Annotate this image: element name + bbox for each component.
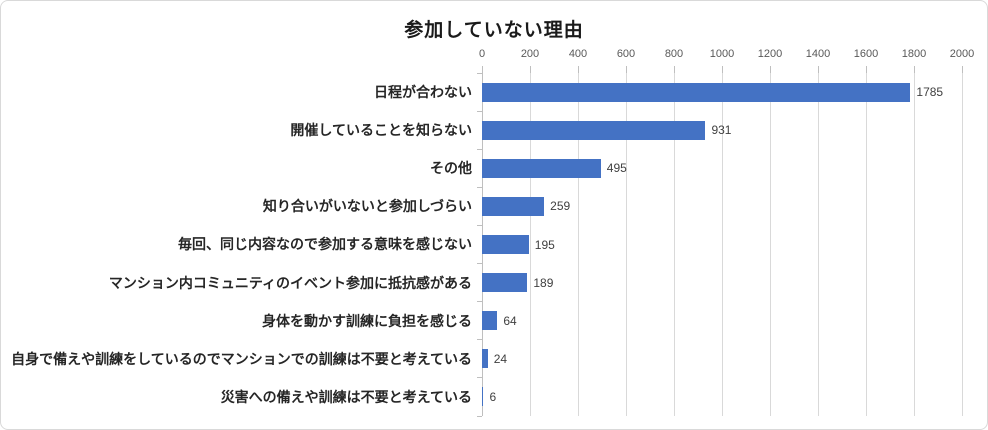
gridline <box>913 73 915 416</box>
value-label: 1785 <box>916 85 944 100</box>
category-label: マンション内コミュニティのイベント参加に抵抗感がある <box>108 274 472 291</box>
x-axis-tick-label: 1200 <box>757 48 783 60</box>
gridline <box>865 73 867 416</box>
category-label: 身体を動かす訓練に負担を感じる <box>262 312 472 329</box>
category-label: 日程が合わない <box>374 84 472 101</box>
gridline <box>673 73 675 416</box>
category-label: その他 <box>430 160 472 177</box>
bar <box>482 120 706 140</box>
value-label: 24 <box>493 351 508 366</box>
bar <box>482 82 911 102</box>
category-label: 自身で備えや訓練をしているのでマンションでの訓練は不要と考えている <box>11 350 472 367</box>
gridline <box>721 73 723 416</box>
gridline <box>961 73 963 416</box>
x-axis-tick-label: 400 <box>568 48 588 60</box>
category-axis-tick-mark <box>477 263 482 265</box>
value-label: 189 <box>533 275 554 290</box>
bar <box>482 158 601 178</box>
category-axis-tick-mark <box>477 148 482 150</box>
x-axis-tick-mark <box>865 66 867 73</box>
category-axis-tick-mark <box>477 110 482 112</box>
category-axis-tick-mark <box>477 186 482 188</box>
bar <box>482 349 488 369</box>
x-axis-tick-mark <box>913 66 915 73</box>
category-axis-tick-mark <box>477 339 482 341</box>
value-label: 6 <box>489 389 497 404</box>
x-axis-tick-mark <box>673 66 675 73</box>
x-axis-tick-mark <box>577 66 579 73</box>
x-axis-tick-mark <box>769 66 771 73</box>
x-axis-tick-label: 600 <box>616 48 636 60</box>
chart-title: 参加していない理由 <box>404 20 584 41</box>
gridline <box>529 73 531 416</box>
category-axis-tick-mark <box>477 301 482 303</box>
bar <box>482 196 545 216</box>
gridline <box>769 73 771 416</box>
x-axis-tick-label: 800 <box>664 48 684 60</box>
gridline <box>817 73 819 416</box>
value-label: 931 <box>711 123 732 138</box>
category-axis-tick-mark <box>477 224 482 226</box>
x-axis-tick-mark <box>625 66 627 73</box>
gridline <box>577 73 579 416</box>
category-label: 知り合いがいないと参加しづらい <box>262 198 472 215</box>
bar <box>482 235 529 254</box>
x-axis-tick-mark <box>817 66 819 73</box>
x-axis-tick-label: 1600 <box>853 48 879 60</box>
value-label: 495 <box>606 161 627 176</box>
category-label: 毎回、同じ内容なので参加する意味を感じない <box>178 236 472 253</box>
x-axis-tick-mark <box>529 66 531 73</box>
x-axis-tick-mark <box>961 66 963 73</box>
x-axis-tick-mark <box>721 66 723 73</box>
bar <box>482 387 484 407</box>
value-label: 195 <box>534 237 555 252</box>
value-label: 64 <box>503 313 517 328</box>
x-axis-tick-label: 0 <box>478 48 486 60</box>
x-axis-tick-mark <box>481 66 483 73</box>
x-axis-tick-label: 1000 <box>709 48 735 60</box>
category-axis-tick-mark <box>477 415 482 417</box>
x-axis-tick-label: 2000 <box>949 48 975 60</box>
bar <box>482 273 528 293</box>
x-axis-tick-label: 1800 <box>901 48 927 60</box>
category-label: 開催していることを知らない <box>290 122 472 139</box>
x-axis-tick-label: 200 <box>520 48 540 60</box>
value-label: 259 <box>550 199 571 214</box>
category-axis-tick-mark <box>477 72 482 74</box>
gridline <box>625 73 627 416</box>
category-axis-tick-mark <box>477 377 482 379</box>
x-axis-tick-label: 1400 <box>805 48 831 60</box>
category-label: 災害への備えや訓練は不要と考えている <box>220 388 472 405</box>
bar <box>482 311 498 331</box>
